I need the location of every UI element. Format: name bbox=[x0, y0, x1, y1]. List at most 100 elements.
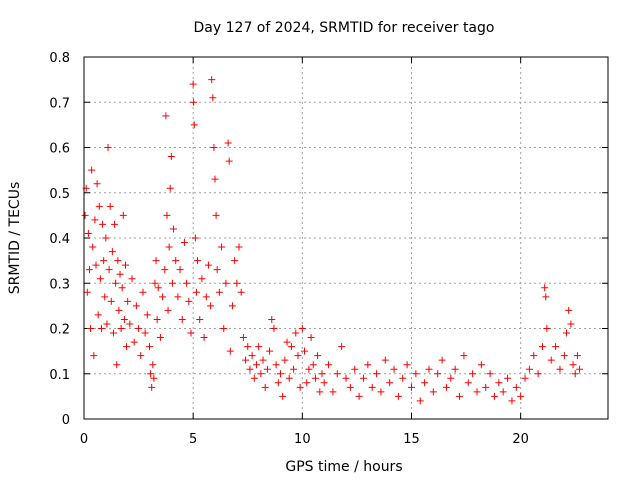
data-point bbox=[512, 383, 520, 391]
data-point bbox=[115, 306, 123, 314]
data-point bbox=[81, 211, 89, 219]
data-point bbox=[250, 374, 258, 382]
data-point bbox=[274, 379, 282, 387]
data-point bbox=[301, 347, 309, 355]
data-point bbox=[167, 153, 175, 161]
data-point bbox=[438, 356, 446, 364]
data-point bbox=[296, 383, 304, 391]
data-point bbox=[213, 266, 221, 274]
data-point bbox=[215, 288, 223, 296]
data-point bbox=[325, 361, 333, 369]
data-point bbox=[292, 329, 300, 337]
data-point bbox=[399, 374, 407, 382]
data-point bbox=[342, 374, 350, 382]
data-point bbox=[442, 383, 450, 391]
data-point bbox=[89, 243, 97, 251]
data-point bbox=[255, 343, 263, 351]
data-point bbox=[408, 383, 415, 391]
data-point bbox=[161, 266, 169, 274]
data-point bbox=[237, 288, 245, 296]
data-point bbox=[490, 392, 498, 400]
data-point bbox=[530, 352, 538, 360]
data-point bbox=[429, 388, 437, 396]
data-point bbox=[190, 98, 198, 106]
data-point bbox=[270, 325, 278, 332]
y-tick-label: 0.3 bbox=[49, 277, 70, 292]
data-point bbox=[154, 284, 162, 292]
data-point bbox=[268, 315, 276, 323]
data-point bbox=[259, 356, 267, 364]
y-tick-label: 0.8 bbox=[49, 51, 70, 66]
data-point bbox=[377, 388, 385, 396]
data-point bbox=[109, 329, 117, 337]
data-point bbox=[94, 311, 102, 319]
data-point bbox=[246, 365, 254, 373]
data-point bbox=[228, 302, 236, 310]
x-tick-label: 20 bbox=[512, 432, 529, 447]
data-point bbox=[107, 297, 115, 305]
y-tick-label: 0.1 bbox=[49, 368, 70, 383]
data-point bbox=[180, 239, 188, 247]
data-point bbox=[305, 365, 313, 373]
data-point bbox=[534, 370, 542, 378]
data-point bbox=[242, 356, 250, 364]
data-point bbox=[92, 261, 100, 269]
data-point bbox=[351, 365, 359, 373]
data-point bbox=[309, 361, 317, 369]
data-point bbox=[542, 293, 550, 301]
data-point bbox=[539, 343, 546, 351]
data-point bbox=[210, 144, 218, 151]
data-point bbox=[257, 370, 265, 378]
data-point bbox=[287, 343, 295, 351]
data-point bbox=[204, 261, 212, 269]
data-point bbox=[318, 370, 326, 378]
data-point bbox=[477, 361, 485, 369]
data-point bbox=[473, 388, 481, 396]
data-point bbox=[571, 370, 579, 378]
data-point bbox=[211, 175, 219, 183]
data-point bbox=[153, 315, 161, 323]
axis-ticks: 0 0.1 0.2 0.3 0.4 0.5 0.6 0.7 0.8 0 5 10 15 20 bbox=[49, 51, 608, 447]
data-point bbox=[576, 365, 584, 373]
y-axis-label: SRMTID / TECUs bbox=[7, 182, 23, 295]
data-point bbox=[359, 374, 367, 382]
data-point bbox=[290, 365, 298, 373]
data-point bbox=[149, 361, 157, 369]
data-point bbox=[112, 279, 120, 287]
data-point bbox=[168, 279, 176, 287]
data-point bbox=[266, 347, 274, 355]
x-tick-label: 0 bbox=[80, 432, 88, 447]
data-point bbox=[525, 365, 533, 373]
data-point bbox=[130, 338, 138, 346]
data-points bbox=[81, 76, 584, 405]
data-point bbox=[447, 374, 455, 382]
data-point bbox=[85, 266, 93, 274]
data-point bbox=[207, 302, 215, 310]
data-point bbox=[123, 343, 131, 351]
data-point bbox=[316, 388, 324, 396]
y-tick-label: 0.4 bbox=[49, 232, 70, 247]
data-point bbox=[235, 243, 243, 251]
data-point bbox=[202, 293, 210, 301]
data-point bbox=[116, 270, 124, 278]
data-point bbox=[151, 279, 159, 287]
data-point bbox=[172, 257, 180, 265]
data-point bbox=[220, 325, 228, 332]
data-point bbox=[105, 266, 113, 274]
data-point bbox=[279, 392, 287, 400]
data-point bbox=[381, 356, 389, 364]
data-point bbox=[499, 388, 507, 396]
data-point bbox=[139, 288, 147, 296]
data-point bbox=[451, 365, 459, 373]
data-point bbox=[124, 297, 132, 305]
data-point bbox=[83, 288, 91, 296]
data-point bbox=[170, 225, 178, 233]
data-point bbox=[147, 370, 155, 378]
data-point bbox=[307, 334, 315, 342]
data-point bbox=[248, 352, 256, 360]
data-point bbox=[311, 374, 319, 382]
data-point bbox=[150, 374, 158, 382]
data-point bbox=[128, 275, 136, 283]
